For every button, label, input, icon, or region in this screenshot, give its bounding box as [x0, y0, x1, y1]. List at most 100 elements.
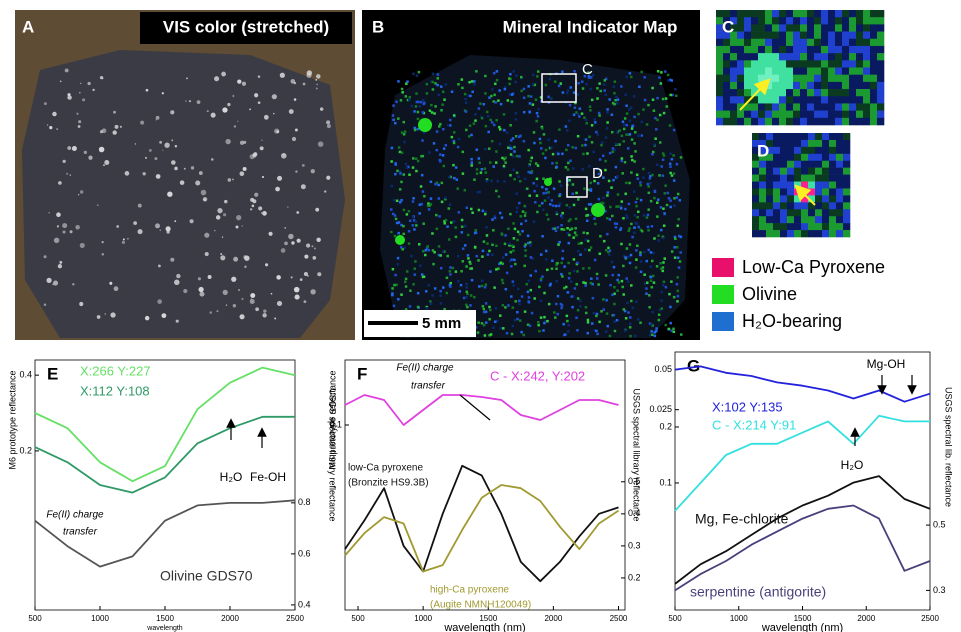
map-pixel [510, 265, 513, 268]
inset-pixel [808, 147, 815, 154]
inset-pixel [814, 103, 821, 110]
map-pixel [536, 211, 539, 214]
map-pixel [612, 147, 615, 150]
inset-pixel [801, 175, 808, 182]
panel-title: Mineral Indicator Map [503, 17, 678, 36]
map-pixel [604, 160, 607, 163]
map-pixel [395, 218, 398, 221]
map-pixel [487, 115, 490, 118]
map-pixel [485, 226, 488, 229]
map-pixel [493, 72, 496, 75]
map-pixel [504, 306, 507, 309]
inset-pixel [780, 161, 787, 168]
inclusion [133, 221, 137, 225]
map-pixel [448, 238, 451, 241]
inset-pixel [863, 32, 870, 39]
inset-pixel [772, 46, 779, 53]
inset-pixel [863, 24, 870, 31]
map-pixel [511, 333, 514, 336]
inset-pixel [723, 68, 730, 75]
inset-pixel [779, 60, 786, 67]
map-pixel [546, 269, 549, 272]
inset-pixel [815, 202, 822, 209]
inset-pixel [794, 195, 801, 202]
panel-label: E [47, 364, 58, 383]
inclusion [176, 274, 180, 278]
map-pixel [651, 334, 654, 337]
map-pixel [635, 301, 638, 304]
inset-pixel [822, 154, 829, 161]
map-pixel [505, 288, 508, 291]
inset-pixel [814, 32, 821, 39]
map-pixel [477, 331, 480, 334]
inset-pixel [772, 10, 779, 17]
map-pixel [569, 229, 572, 232]
map-pixel [650, 266, 653, 269]
inclusion [175, 145, 177, 147]
inset-pixel [723, 96, 730, 103]
inset-pixel [780, 168, 787, 175]
map-pixel [673, 129, 676, 132]
inclusion [62, 230, 65, 233]
map-pixel [392, 119, 395, 122]
map-pixel [503, 113, 506, 116]
inclusion [274, 128, 279, 133]
map-pixel [604, 169, 607, 172]
map-pixel [542, 178, 545, 181]
map-pixel [595, 131, 598, 134]
map-pixel [606, 325, 609, 328]
map-pixel [445, 219, 448, 222]
map-pixel [558, 128, 561, 131]
inset-pixel [751, 24, 758, 31]
inclusion [316, 74, 321, 79]
map-pixel [510, 139, 513, 142]
inclusion [75, 225, 79, 229]
inset-pixel [772, 24, 779, 31]
map-pixel [477, 321, 480, 324]
map-pixel [656, 119, 659, 122]
map-pixel [532, 83, 535, 86]
inclusion [44, 102, 47, 105]
inset-pixel [779, 46, 786, 53]
map-pixel [583, 187, 586, 190]
inset-pixel [828, 53, 835, 60]
inclusion [242, 225, 243, 226]
map-pixel [474, 246, 477, 249]
map-pixel [650, 251, 653, 254]
inset-pixel [793, 68, 800, 75]
map-pixel [662, 266, 665, 269]
map-pixel [577, 309, 580, 312]
inset-pixel [730, 89, 737, 96]
map-pixel [457, 280, 460, 283]
map-pixel [576, 329, 579, 332]
map-pixel [609, 284, 612, 287]
map-pixel [417, 292, 420, 295]
map-pixel [672, 154, 675, 157]
x-tick-label: 2500 [286, 614, 304, 623]
inset-pixel [808, 230, 815, 237]
map-pixel [634, 214, 637, 217]
map-pixel [609, 218, 612, 221]
map-pixel [544, 157, 547, 160]
map-pixel [626, 124, 629, 127]
map-pixel [423, 276, 426, 279]
inset-pixel [766, 202, 773, 209]
map-pixel [466, 291, 469, 294]
map-pixel [511, 100, 514, 103]
inset-pixel [779, 53, 786, 60]
map-pixel [611, 261, 614, 264]
series-label: Mg, Fe-chlorite [695, 511, 789, 527]
map-pixel [568, 234, 571, 237]
inclusion [145, 157, 147, 159]
map-pixel [399, 172, 402, 175]
map-pixel [445, 144, 448, 147]
inset-pixel [870, 10, 877, 17]
inset-pixel [765, 118, 772, 125]
inset-pixel [829, 195, 836, 202]
inclusion [304, 272, 308, 276]
inset-pixel [877, 32, 884, 39]
map-pixel [575, 218, 578, 221]
map-pixel [527, 291, 530, 294]
map-pixel [614, 222, 617, 225]
inset-pixel [843, 161, 850, 168]
